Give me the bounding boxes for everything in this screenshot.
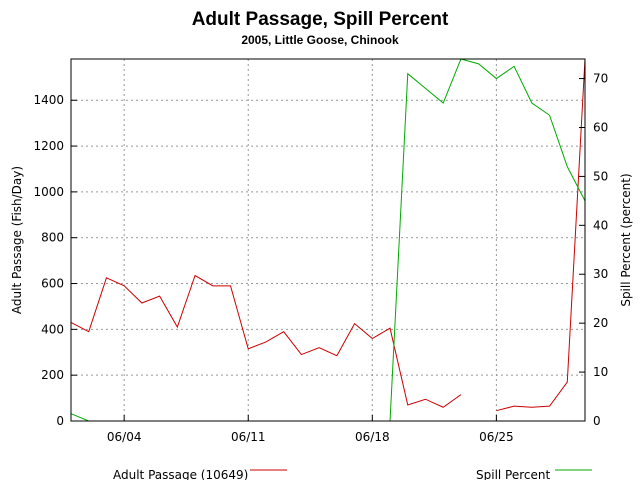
y-tick-label: 600 [41,277,64,291]
y-tick-label: 1400 [33,93,64,107]
y-tick-label: 1200 [33,139,64,153]
legend-label-1: Adult Passage (10649) [113,468,248,480]
y-axis-label: Adult Passage (Fish/Day) [10,166,24,314]
y2-tick-label: 20 [593,316,608,330]
y-tick-label: 400 [41,322,64,336]
series-line-2 [70,58,586,422]
y2-tick-label: 70 [593,72,608,86]
y2-tick-label: 0 [593,414,601,428]
x-tick-label: 06/04 [107,430,142,444]
y2-tick-label: 30 [593,267,608,281]
legend: Adult Passage (10649) Spill Percent [113,468,592,480]
chart-title: Adult Passage, Spill Percent [191,9,449,30]
tick-labels: 06/04 06/11 06/18 06/2502004006008001000120… [33,72,608,444]
y2-axis-label: Spill Percent (percent) [619,173,633,306]
ticks [71,78,585,422]
chart-subtitle: 2005, Little Goose, Chinook [241,33,399,47]
series-line-1 [496,58,586,412]
y-tick-label: 0 [56,414,64,428]
grid [71,59,585,421]
y-tick-label: 800 [41,231,64,245]
y2-tick-label: 10 [593,365,608,379]
x-tick-label: 06/25 [479,430,514,444]
x-tick-label: 06/18 [355,430,390,444]
series-group [70,58,586,422]
series-line-1 [70,274,462,408]
y2-tick-label: 60 [593,120,608,134]
y2-tick-label: 40 [593,218,608,232]
plot-frame [70,58,586,422]
x-tick-label: 06/11 [231,430,266,444]
y-tick-label: 200 [41,368,64,382]
legend-label-2: Spill Percent [476,468,550,480]
y2-tick-label: 50 [593,169,608,183]
y-tick-label: 1000 [33,185,64,199]
